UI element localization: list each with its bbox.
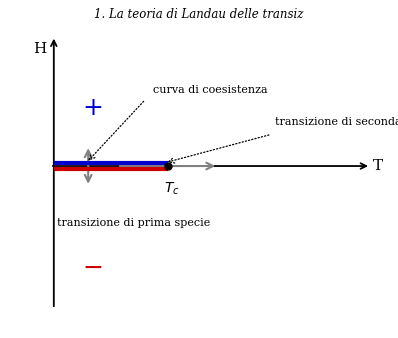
Text: H: H [33, 42, 46, 56]
Text: 1. La teoria di Landau delle transiz: 1. La teoria di Landau delle transiz [94, 8, 304, 21]
Text: T: T [373, 159, 383, 173]
Text: $-$: $-$ [82, 256, 102, 279]
Text: $+$: $+$ [82, 97, 102, 120]
Text: transizione di seconda specie: transizione di seconda specie [275, 117, 398, 126]
Text: $T_c$: $T_c$ [164, 180, 180, 197]
Text: transizione di prima specie: transizione di prima specie [57, 218, 211, 228]
Text: curva di coesistenza: curva di coesistenza [153, 85, 268, 95]
